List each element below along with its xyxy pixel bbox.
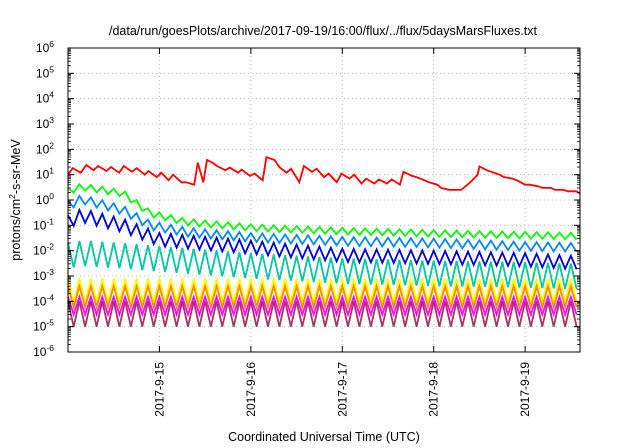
x-tick-label: 2017-9-19 (518, 362, 532, 417)
y-tick-label: 101 (36, 166, 54, 182)
y-tick-label: 102 (36, 140, 54, 156)
series-line-3 (67, 207, 578, 271)
x-tick-label: 2017-9-17 (335, 362, 349, 417)
y-tick-label: 104 (36, 90, 54, 106)
y-tick-label: 100 (36, 191, 54, 207)
series-line-4 (67, 240, 578, 290)
series-line-1 (67, 182, 578, 241)
series-group (67, 156, 581, 327)
x-tick-label: 2017-9-18 (427, 362, 441, 417)
series-line-8 (67, 301, 578, 327)
series-line-0 (67, 156, 581, 195)
y-axis-label: protons/cm2-s-sr-MeV (7, 139, 23, 261)
series-line-7 (67, 293, 578, 318)
series-line-5 (67, 278, 578, 303)
chart-title: /data/run/goesPlots/archive/2017-09-19/1… (109, 24, 538, 38)
x-tick-label: 2017-9-15 (152, 362, 166, 417)
y-tick-label: 106 (36, 39, 54, 55)
y-tick-label: 10-4 (33, 292, 54, 308)
y-tick-label: 10-6 (33, 343, 54, 359)
x-tick-label: 2017-9-16 (244, 362, 258, 417)
x-axis-label: Coordinated Universal Time (UTC) (228, 430, 420, 444)
y-tick-label: 10-1 (33, 216, 54, 232)
series-line-2 (67, 194, 578, 254)
series-line-6 (67, 282, 578, 311)
y-tick-label: 103 (36, 115, 54, 131)
x-axis-ticks: 2017-9-15 2017-9-16 2017-9-17 2017-9-18 2017… (152, 48, 532, 417)
y-tick-label: 10-2 (33, 242, 54, 258)
y-tick-label: 105 (36, 64, 54, 80)
y-axis-ticks: 10-6 10-5 10-4 10-3 10-2 10-1 100 101 102 103 104 1… (33, 39, 580, 359)
y-tick-label: 10-5 (33, 318, 54, 334)
y-tick-label: 10-3 (33, 267, 54, 283)
